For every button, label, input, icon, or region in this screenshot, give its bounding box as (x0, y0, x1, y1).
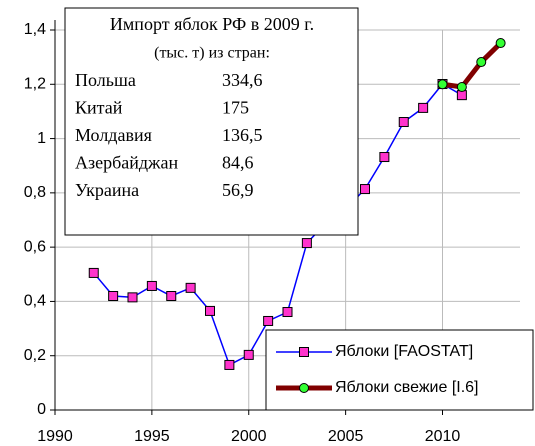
y-tick-label: 0,6 (24, 238, 46, 255)
marker (282, 307, 293, 318)
marker (185, 282, 196, 293)
inset-country: Польша (75, 70, 136, 90)
marker (243, 349, 254, 360)
y-tick-label: 0 (37, 401, 46, 418)
y-tick-label: 1,4 (24, 21, 46, 38)
marker (398, 117, 409, 128)
marker (224, 359, 235, 370)
inset-subtitle: (тыс. т) из стран: (154, 45, 270, 62)
marker (456, 82, 467, 92)
x-tick-label: 2000 (231, 428, 267, 445)
x-tick-label: 1990 (37, 428, 73, 445)
marker (127, 292, 138, 303)
inset-value: 136,5 (222, 125, 263, 145)
marker (263, 315, 274, 326)
marker (495, 38, 506, 49)
x-tick-label: 1995 (134, 428, 170, 445)
legend-label: Яблоки свежие [I.6] (335, 379, 479, 396)
marker (301, 238, 312, 249)
series-line (442, 41, 503, 90)
marker (205, 305, 215, 316)
marker (146, 280, 157, 291)
inset-value: 175 (222, 98, 249, 118)
legend-label: Яблоки [FAOSTAT] (335, 343, 473, 360)
inset-country: Китай (75, 98, 123, 118)
marker (108, 291, 119, 301)
y-tick-label: 0,4 (24, 293, 46, 310)
x-tick-label: 2010 (425, 428, 461, 445)
inset-country: Молдавия (75, 125, 152, 145)
y-tick-label: 1 (37, 130, 46, 147)
legend-box (265, 329, 534, 411)
inset-country: Украина (75, 180, 139, 200)
legend-marker (299, 383, 309, 393)
marker (379, 152, 390, 163)
marker (418, 102, 429, 113)
marker (437, 79, 448, 90)
marker (88, 267, 99, 278)
legend-marker (299, 347, 309, 357)
x-tick-label: 2005 (328, 428, 364, 445)
y-tick-label: 1,2 (24, 76, 46, 93)
y-tick-label: 0,8 (24, 184, 46, 201)
inset-value: 334,6 (222, 70, 263, 90)
marker (166, 291, 177, 301)
inset-country: Азербайджан (75, 153, 178, 173)
inset-title: Импорт яблок РФ в 2009 г. (110, 14, 314, 34)
y-tick-label: 0,2 (24, 347, 46, 364)
inset-value: 84,6 (222, 153, 254, 173)
marker (476, 57, 487, 68)
inset-box (64, 7, 359, 236)
marker (360, 184, 370, 195)
inset-value: 56,9 (222, 180, 254, 200)
